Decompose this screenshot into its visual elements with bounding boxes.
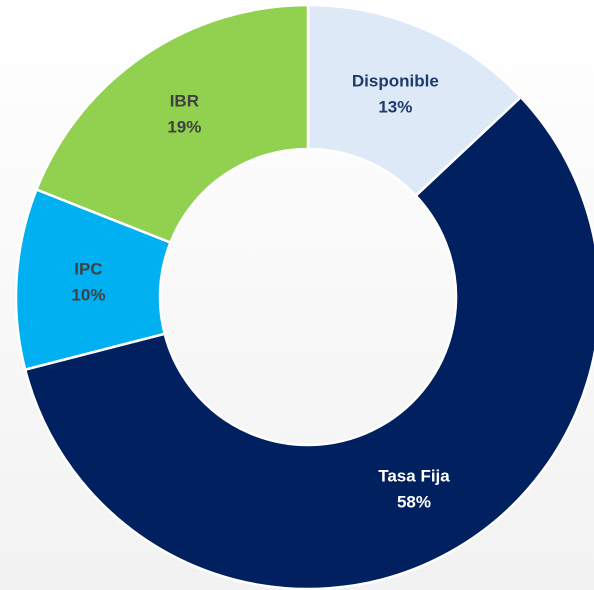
category-label: IPC [74,260,102,279]
value-label: 58% [397,492,431,511]
value-label: 10% [71,286,105,305]
category-label: Tasa Fija [378,466,450,485]
donut-slice [34,3,310,245]
donut-slice [306,3,523,198]
category-label: IBR [170,92,199,111]
value-label: 19% [167,118,201,137]
value-label: 13% [378,98,412,117]
category-label: Disponible [352,72,439,91]
donut-slice [23,95,594,590]
